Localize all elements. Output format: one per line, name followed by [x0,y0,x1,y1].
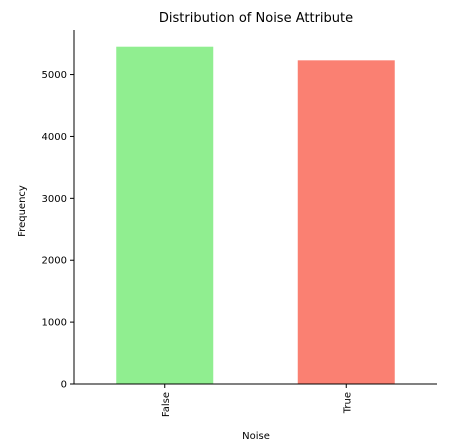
plot-area: False True 0 1000 2000 3000 4000 5000 [42,30,437,417]
y-tick-label: 0 [61,380,67,391]
chart-title: Distribution of Noise Attribute [159,11,353,26]
y-tick-label: 3000 [42,194,67,205]
x-tick-label-false: False [161,392,172,417]
y-tick-label: 1000 [42,318,67,329]
y-tick-label: 4000 [42,132,67,143]
x-axis-label: Noise [242,431,270,442]
y-tick-label: 5000 [42,70,67,81]
bar-false [116,46,214,385]
y-tick-label: 2000 [42,256,67,267]
x-tick-label-true: True [342,392,353,414]
y-axis-label: Frequency [17,185,28,237]
bar-true [297,60,395,385]
